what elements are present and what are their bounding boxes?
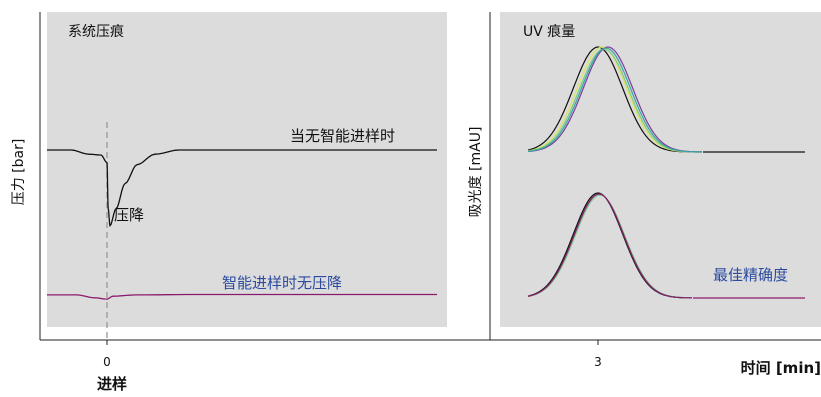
right-y-axis-label: 吸光度 [mAU] — [468, 127, 484, 218]
annotation-no-smart-injection: 当无智能进样时 — [290, 127, 395, 145]
left-panel-background — [47, 12, 447, 327]
uv-peak-group1-overlay-3 — [527, 193, 692, 299]
annotation-pressure-drop: 压降 — [114, 206, 144, 224]
annotation-best-precision: 最佳精确度 — [713, 266, 788, 284]
left-chart-series — [47, 149, 437, 300]
right-x-tick-label: 3 — [594, 355, 602, 369]
left-chart-title: 系统压痕 — [68, 24, 124, 40]
uv-peak-group0-overlay-0 — [527, 46, 702, 153]
left-x-tick-label: 0 — [103, 355, 111, 369]
uv-peak-group0-overlay-3 — [527, 46, 702, 153]
right-chart-series — [527, 46, 805, 299]
left-series-line-0 — [47, 149, 437, 227]
left-series-line-1 — [47, 293, 437, 300]
uv-peak-group0-overlay-4 — [527, 47, 702, 153]
right-panel-background — [500, 12, 821, 327]
right-x-axis-label: 时间 [min] — [741, 359, 821, 377]
right-chart-title: UV 痕量 — [523, 24, 575, 40]
left-x-axis-label: 进样 — [97, 375, 127, 393]
left-y-axis-label: 压力 [bar] — [11, 139, 27, 206]
annotation-smart-injection-no-drop: 智能进样时无压降 — [222, 274, 342, 292]
